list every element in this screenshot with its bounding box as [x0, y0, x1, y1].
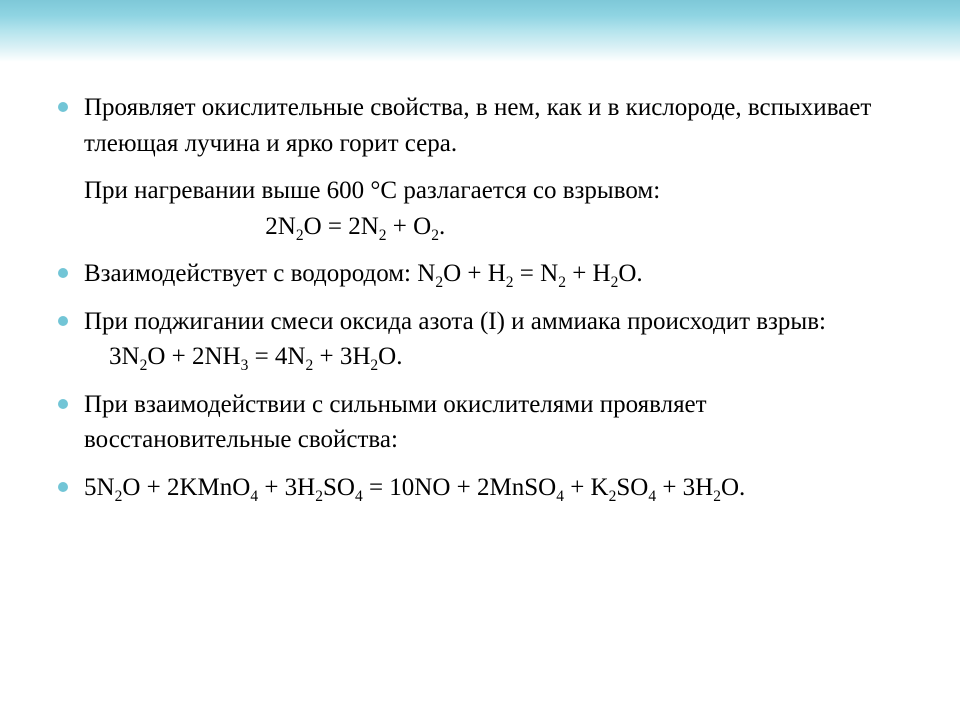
text-prefix: При нагревании выше 600 °С разлагается с…: [84, 177, 660, 204]
bullet-icon: [58, 316, 68, 326]
item-text: При нагревании выше 600 °С разлагается с…: [84, 173, 902, 244]
header-gradient: [0, 0, 960, 62]
equation: 3N2O + 2NH3 = 4N2 + 3H2O.: [109, 343, 402, 370]
equation-spacer: [84, 213, 265, 240]
slide-content: Проявляет окислительные свойства, в нем,…: [0, 62, 960, 537]
list-item-plain: При нагревании выше 600 °С разлагается с…: [84, 173, 902, 244]
bullet-icon: [58, 482, 68, 492]
list-item: Проявляет окислительные свойства, в нем,…: [58, 90, 902, 161]
list-item: Взаимодействует с водородом: N2O + H2 = …: [58, 256, 902, 292]
item-text: Взаимодействует с водородом: N2O + H2 = …: [84, 256, 643, 292]
list-item: При взаимодействии с сильными окислителя…: [58, 387, 902, 458]
item-text: Проявляет окислительные свойства, в нем,…: [84, 90, 902, 161]
item-text: 5N2O + 2KMnO4 + 3H2SO4 = 10NO + 2MnSO4 +…: [84, 470, 745, 506]
bullet-icon: [58, 268, 68, 278]
text-prefix: При поджигании смеси оксида азота (I) и …: [84, 308, 826, 335]
list-item: При поджигании смеси оксида азота (I) и …: [58, 304, 902, 375]
list-item: 5N2O + 2KMnO4 + 3H2SO4 = 10NO + 2MnSO4 +…: [58, 470, 902, 506]
item-text: При взаимодействии с сильными окислителя…: [84, 387, 902, 458]
equation: 5N2O + 2KMnO4 + 3H2SO4 = 10NO + 2MnSO4 +…: [84, 474, 745, 501]
equation-spacer: [84, 343, 109, 370]
equation: 2N2O = 2N2 + O2.: [265, 213, 445, 240]
item-text: При поджигании смеси оксида азота (I) и …: [84, 304, 902, 375]
bullet-icon: [58, 102, 68, 112]
bullet-icon: [58, 399, 68, 409]
equation: N2O + H2 = N2 + H2O.: [417, 260, 642, 287]
text-prefix: Взаимодействует с водородом:: [84, 260, 417, 287]
